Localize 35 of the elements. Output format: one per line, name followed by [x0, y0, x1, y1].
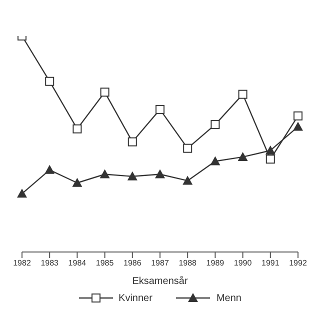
- x-tick-label: 1991: [262, 258, 280, 268]
- point: [210, 156, 220, 166]
- point: [44, 164, 55, 174]
- point: [45, 76, 54, 86]
- point: [183, 144, 192, 153]
- point: [266, 154, 275, 164]
- x-tick-label: 1987: [151, 258, 170, 268]
- x-tick-label: 1982: [13, 258, 32, 268]
- point: [72, 124, 82, 134]
- x-tick-label: 1986: [124, 258, 142, 268]
- x-tick-label: 1983: [40, 258, 60, 268]
- point: [210, 120, 220, 130]
- point: [155, 169, 165, 178]
- x-tick-label: 1985: [96, 258, 114, 268]
- point: [100, 169, 110, 178]
- point: [294, 111, 302, 120]
- point: [100, 88, 110, 97]
- point: [182, 176, 193, 185]
- point: [265, 145, 276, 154]
- x-tick-label: 1988: [178, 258, 198, 268]
- x-tick-label: 1990: [234, 258, 252, 268]
- x-axis-title: Eksamensår: [132, 275, 188, 287]
- legend-label: Kvinner: [118, 292, 152, 304]
- point: [128, 137, 137, 146]
- point: [17, 188, 27, 198]
- point: [127, 171, 138, 180]
- x-tick-label: 1984: [68, 258, 87, 268]
- x-tick-label: 1989: [206, 258, 225, 268]
- point: [238, 90, 248, 99]
- point: [72, 178, 82, 187]
- point: [156, 104, 164, 114]
- x-tick-label: 1992: [289, 258, 308, 268]
- legend-label: Menn: [215, 292, 242, 304]
- point: [293, 122, 303, 131]
- point: [238, 152, 248, 161]
